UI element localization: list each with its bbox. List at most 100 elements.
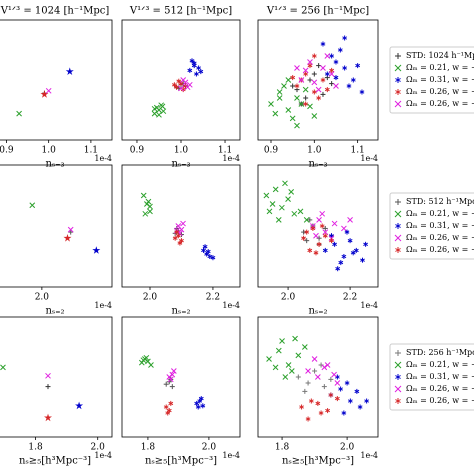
legend-label: Ωₘ = 0.31, w = − (406, 75, 474, 84)
marker-stroke (395, 78, 401, 82)
marker-stroke (316, 217, 322, 223)
point (328, 71, 335, 77)
marker-shape (92, 246, 101, 254)
point (307, 217, 313, 223)
marker-stroke (307, 63, 313, 68)
legend-marker (395, 374, 401, 380)
marker-stroke (333, 60, 339, 64)
legend-marker (394, 64, 402, 72)
marker-stroke (160, 108, 167, 115)
point (172, 235, 178, 241)
marker-stroke (198, 69, 204, 74)
marker-shape (40, 90, 49, 98)
legend-label: STD: 1024 h⁻¹Mpc (406, 51, 474, 60)
legend-label: STD: 512 h⁻¹Mpc (406, 197, 474, 206)
point (333, 75, 339, 81)
marker-stroke (311, 90, 317, 94)
marker-stroke (298, 77, 305, 83)
point (297, 208, 304, 215)
point (307, 63, 313, 69)
point (337, 47, 343, 53)
point (302, 86, 309, 93)
marker-stroke (294, 95, 300, 101)
marker-shape (75, 401, 84, 410)
marker-stroke (322, 248, 328, 253)
marker-stroke (200, 404, 206, 408)
point (272, 186, 279, 193)
marker-stroke (268, 101, 274, 107)
marker-stroke (313, 251, 319, 255)
point (334, 380, 341, 386)
point (160, 108, 167, 115)
marker-stroke (191, 61, 197, 65)
point (163, 404, 169, 410)
point (360, 257, 365, 263)
point (347, 217, 353, 223)
point (282, 180, 288, 187)
marker-stroke (266, 208, 273, 215)
x-tick-label: 1.8 (275, 443, 290, 453)
plot-area (151, 58, 204, 118)
x-axis-label: nₛ₌₂ (308, 306, 327, 317)
x-offset-text: 1e-4 (94, 154, 112, 163)
marker-stroke (332, 242, 338, 246)
point (303, 101, 309, 107)
point (303, 95, 309, 101)
point (170, 368, 177, 374)
marker-stroke (395, 224, 401, 228)
marker-stroke (329, 68, 335, 73)
marker-stroke (320, 42, 326, 46)
point (295, 352, 302, 359)
point (333, 59, 339, 65)
marker-stroke (169, 371, 176, 378)
marker-stroke (272, 364, 279, 371)
marker-stroke (182, 84, 188, 88)
marker-stroke (314, 374, 321, 380)
marker-stroke (342, 66, 348, 70)
x-tick-label: 1.1 (84, 146, 98, 156)
legend-label: Ωₘ = 0.21, w = − (406, 63, 474, 72)
point (319, 210, 326, 217)
point (324, 71, 330, 77)
marker-stroke (299, 405, 304, 409)
point (269, 201, 276, 207)
marker-stroke (29, 202, 36, 209)
marker-stroke (281, 83, 287, 89)
point (195, 404, 201, 410)
x-tick-label: 1.8 (141, 443, 156, 453)
marker-stroke (178, 85, 184, 92)
point (363, 241, 369, 247)
point (304, 238, 310, 244)
x-tick-label: 2.0 (202, 443, 217, 453)
legend-box (389, 192, 474, 260)
point (285, 77, 292, 83)
plot-area (138, 354, 206, 416)
marker-stroke (329, 54, 335, 58)
legend-label: Ωₘ = 0.26, w = − (406, 396, 474, 405)
x-offset-text: 1e-4 (94, 451, 112, 460)
marker-stroke (175, 223, 182, 229)
marker-stroke (285, 107, 292, 113)
x-tick-label: 1.8 (28, 443, 43, 453)
point (350, 77, 356, 83)
marker-stroke (275, 347, 282, 354)
point (272, 110, 279, 117)
point (341, 254, 347, 259)
marker-stroke (279, 338, 285, 344)
point (285, 107, 292, 113)
marker-stroke (335, 267, 341, 271)
marker-stroke (302, 86, 309, 93)
x-tick-label: 1.0 (174, 146, 189, 156)
marker-stroke (189, 59, 195, 63)
marker-stroke (288, 188, 295, 195)
marker-stroke (269, 201, 276, 207)
axes-frame (0, 164, 113, 288)
legend-label: Ωₘ = 0.21, w = − (406, 360, 474, 369)
point (311, 113, 318, 119)
point (282, 374, 289, 380)
x-offset-text: 1e-4 (94, 301, 112, 310)
point (311, 79, 318, 86)
point (316, 217, 322, 223)
point (320, 91, 326, 97)
point (329, 53, 335, 59)
